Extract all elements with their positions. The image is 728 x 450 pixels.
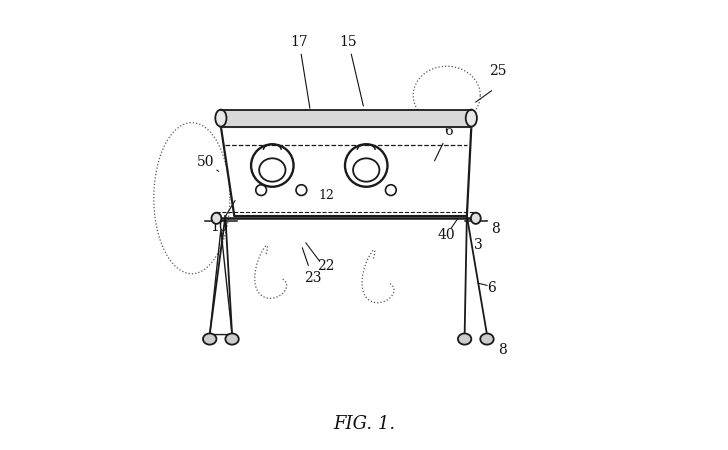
Ellipse shape — [203, 333, 216, 345]
Text: 12: 12 — [318, 189, 334, 202]
Text: 6: 6 — [435, 124, 454, 161]
Text: 6: 6 — [487, 281, 496, 295]
Ellipse shape — [471, 213, 480, 224]
Ellipse shape — [480, 333, 494, 345]
Text: 8: 8 — [494, 341, 507, 357]
Text: 22: 22 — [317, 259, 335, 273]
Text: 10: 10 — [210, 201, 235, 234]
Text: 50: 50 — [197, 155, 218, 171]
Ellipse shape — [458, 333, 471, 345]
Text: 15: 15 — [339, 35, 363, 106]
Text: FIG. 1.: FIG. 1. — [333, 415, 395, 433]
Ellipse shape — [466, 110, 477, 126]
Text: 17: 17 — [290, 35, 310, 108]
Text: 40: 40 — [438, 228, 456, 242]
Ellipse shape — [212, 213, 221, 224]
Ellipse shape — [226, 333, 239, 345]
Text: 25: 25 — [489, 64, 507, 78]
Text: 23: 23 — [302, 248, 321, 285]
Text: 8: 8 — [487, 220, 500, 236]
Text: 3: 3 — [474, 238, 483, 252]
Ellipse shape — [215, 110, 226, 126]
